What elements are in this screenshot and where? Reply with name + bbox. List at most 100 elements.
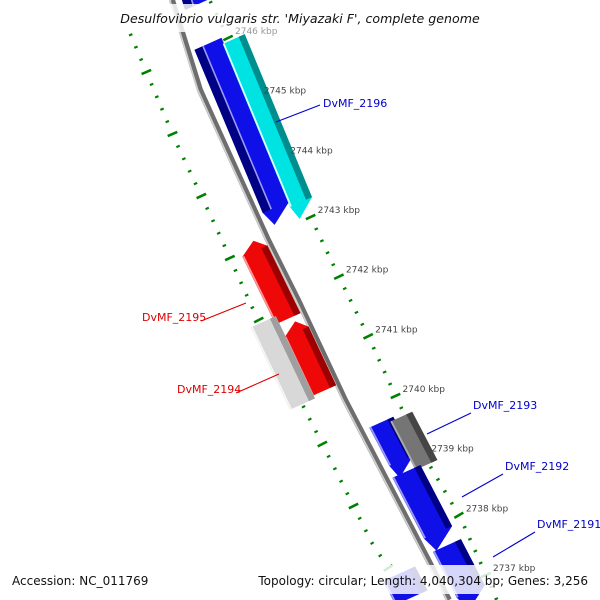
minor-tick [193,181,198,186]
minor-tick [371,346,376,350]
minor-tick [332,467,337,471]
gene-label-DvMF_2195[interactable]: DvMF_2195 [142,311,206,324]
major-tick [362,332,374,340]
minor-tick [339,479,344,483]
minor-tick [222,243,227,248]
minor-tick [313,429,319,434]
major-tick [305,213,316,221]
scale-tick-label: 2744 kbp [290,146,333,156]
minor-tick [399,406,404,410]
footer-stats: Topology: circular; Length: 4,040,304 bp… [257,574,588,588]
title-band [0,4,600,32]
minor-tick [314,227,319,231]
minor-tick [494,597,499,600]
minor-tick [154,95,159,99]
backbone-line [169,0,452,600]
minor-tick [208,0,213,4]
minor-tick [331,262,336,267]
minor-tick [462,525,467,529]
gene-feature-DvMF_2192[interactable] [392,465,453,551]
minor-tick [307,417,312,421]
gene-label-DvMF_2194[interactable]: DvMF_2194 [177,383,241,396]
gene-features [181,0,485,600]
major-tick [167,130,178,138]
minor-tick [128,33,133,37]
scale-tick-label: 2745 kbp [264,87,307,97]
major-tick [453,511,464,520]
minor-tick [244,293,249,297]
minor-tick [326,454,331,459]
leader-line-DvMF_2193 [426,412,472,435]
minor-tick [478,561,483,565]
minor-tick [216,231,221,235]
minor-tick [363,529,368,533]
scale-tick-label: 2743 kbp [318,206,361,216]
gene-label-DvMF_2196[interactable]: DvMF_2196 [323,97,387,110]
leader-line-DvMF_2191 [492,531,536,558]
leader-line-DvMF_2196 [275,104,321,123]
minor-tick [354,310,359,315]
major-tick [348,502,359,510]
major-tick [253,316,264,324]
minor-tick [442,489,447,494]
major-tick [390,392,401,400]
scale-tick-label: 2737 kbp [493,564,536,574]
minor-tick [250,305,255,310]
minor-tick [388,382,393,386]
map-title: Desulfovibrio vulgaris str. 'Miyazaki F'… [120,11,480,26]
minor-tick [370,541,375,546]
major-tick [196,192,207,200]
minor-tick [205,206,210,211]
minor-tick [301,405,306,409]
major-tick [222,34,234,42]
minor-tick [382,370,387,374]
minor-tick [187,169,192,173]
minor-tick [139,57,144,62]
gene-label-DvMF_2193[interactable]: DvMF_2193 [473,399,537,412]
scale-tick-label: 2741 kbp [375,325,418,335]
major-tick [141,68,152,76]
minor-tick [133,45,138,49]
minor-tick [165,119,170,124]
minor-tick [233,268,238,273]
leader-line-DvMF_2194 [235,373,280,394]
footer-band [0,565,600,594]
minor-tick [449,501,454,506]
minor-tick [348,298,353,303]
minor-tick [435,477,441,482]
leader-line-DvMF_2195 [200,302,247,322]
scale-tick-labels: 2746 kbp 2745 kbp 2744 kbp 2743 kbp 2742 kbp… [235,27,536,574]
leader-line-DvMF_2192 [461,473,504,498]
major-tick [317,440,328,448]
minor-tick [428,465,434,470]
scale-tick-label: 2739 kbp [431,445,474,455]
minor-tick [342,286,347,291]
minor-tick [319,239,324,243]
minor-tick [345,491,350,496]
gene-feature-DvMF_2196[interactable] [222,34,312,219]
minor-tick [378,553,383,558]
minor-tick [210,219,216,223]
genome-backbone [168,0,452,600]
gene-feature-DvMF_2193[interactable] [390,411,438,470]
gene-feature-DvMF_2195[interactable] [242,240,301,325]
minor-tick [377,358,382,362]
scale-tick-label: 2746 kbp [235,27,278,37]
gene-label-DvMF_2191[interactable]: DvMF_2191 [537,518,600,531]
gene-feature-gene-unnamed-a[interactable] [194,37,290,225]
scale-tick-label: 2738 kbp [466,504,509,514]
minor-tick [325,251,330,255]
footer-accession: Accession: NC_011769 [12,574,148,588]
minor-tick [181,157,186,161]
minor-tick [175,144,181,149]
major-tick [333,273,345,281]
minor-tick [239,281,244,285]
major-tick [224,254,236,262]
scale-tick-label: 2740 kbp [403,385,446,395]
gene-feature-DvMF_2194[interactable] [250,316,315,410]
minor-tick [149,82,154,87]
gene-label-DvMF_2192[interactable]: DvMF_2192 [505,460,569,473]
scale-tick-label: 2742 kbp [346,266,389,276]
